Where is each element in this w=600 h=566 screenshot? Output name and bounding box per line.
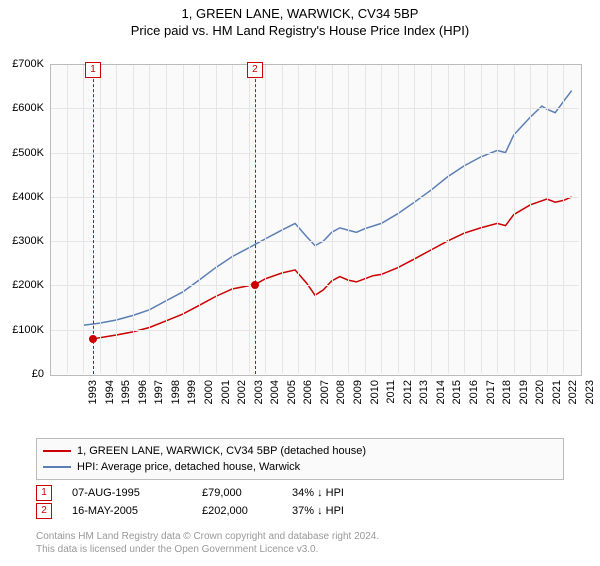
- legend-label: 1, GREEN LANE, WARWICK, CV34 5BP (detach…: [77, 445, 366, 457]
- footnote: Contains HM Land Registry data © Crown c…: [36, 530, 379, 556]
- sale-price: £79,000: [202, 487, 292, 499]
- y-tick-label: £100K: [0, 324, 44, 336]
- x-tick-label: 2014: [435, 380, 447, 420]
- x-tick-label: 2004: [269, 380, 281, 420]
- x-tick-label: 1999: [186, 380, 198, 420]
- x-tick-label: 1998: [170, 380, 182, 420]
- legend-item: 1, GREEN LANE, WARWICK, CV34 5BP (detach…: [43, 443, 557, 459]
- x-tick-label: 2007: [319, 380, 331, 420]
- legend: 1, GREEN LANE, WARWICK, CV34 5BP (detach…: [36, 438, 564, 480]
- x-tick-label: 2002: [236, 380, 248, 420]
- x-tick-label: 2005: [286, 380, 298, 420]
- sale-marker: 2: [247, 62, 263, 78]
- legend-item: HPI: Average price, detached house, Warw…: [43, 459, 557, 475]
- x-tick-label: 2020: [534, 380, 546, 420]
- x-tick-label: 2009: [352, 380, 364, 420]
- x-tick-label: 1997: [153, 380, 165, 420]
- x-tick-label: 1994: [104, 380, 116, 420]
- y-tick-label: £400K: [0, 191, 44, 203]
- x-tick-label: 2001: [220, 380, 232, 420]
- chart-lines: [0, 54, 600, 434]
- sale-hpi-delta: 34% ↓ HPI: [292, 487, 422, 499]
- x-tick-label: 2021: [551, 380, 563, 420]
- y-tick-label: £500K: [0, 147, 44, 159]
- legend-swatch: [43, 466, 71, 468]
- x-tick-label: 2012: [402, 380, 414, 420]
- sale-date: 07-AUG-1995: [72, 487, 202, 499]
- x-tick-label: 2008: [335, 380, 347, 420]
- sale-hpi-delta: 37% ↓ HPI: [292, 505, 422, 517]
- x-tick-label: 2016: [468, 380, 480, 420]
- footnote-line1: Contains HM Land Registry data © Crown c…: [36, 530, 379, 543]
- x-tick-label: 1995: [120, 380, 132, 420]
- sale-row-marker: 1: [36, 485, 52, 501]
- sale-date: 16-MAY-2005: [72, 505, 202, 517]
- x-tick-label: 2018: [501, 380, 513, 420]
- x-tick-label: 1993: [87, 380, 99, 420]
- x-tick-label: 2017: [485, 380, 497, 420]
- x-tick-label: 2013: [418, 380, 430, 420]
- y-tick-label: £600K: [0, 102, 44, 114]
- x-tick-label: 1996: [137, 380, 149, 420]
- y-tick-label: £300K: [0, 235, 44, 247]
- sale-dot: [251, 281, 259, 289]
- sale-row: 1 07-AUG-1995£79,00034% ↓ HPI: [36, 484, 422, 502]
- sale-marker: 1: [85, 62, 101, 78]
- x-tick-label: 2023: [584, 380, 596, 420]
- sale-price: £202,000: [202, 505, 292, 517]
- footnote-line2: This data is licensed under the Open Gov…: [36, 543, 379, 556]
- legend-swatch: [43, 450, 71, 452]
- x-tick-label: 2011: [385, 380, 397, 420]
- x-tick-label: 2022: [567, 380, 579, 420]
- chart-subtitle: Price paid vs. HM Land Registry's House …: [0, 23, 600, 38]
- legend-label: HPI: Average price, detached house, Warw…: [77, 461, 300, 473]
- y-tick-label: £700K: [0, 58, 44, 70]
- y-tick-label: £200K: [0, 279, 44, 291]
- x-tick-label: 2003: [253, 380, 265, 420]
- sale-row-marker: 2: [36, 503, 52, 519]
- chart-area: £0 £100K £200K £300K £400K £500K £600K £700K 199…: [0, 54, 600, 434]
- series-hpi: [83, 91, 572, 326]
- x-tick-label: 2006: [302, 380, 314, 420]
- x-tick-label: 2010: [369, 380, 381, 420]
- sale-dot: [89, 335, 97, 343]
- sale-row: 2 16-MAY-2005£202,00037% ↓ HPI: [36, 502, 422, 520]
- chart-title: 1, GREEN LANE, WARWICK, CV34 5BP: [0, 6, 600, 21]
- x-tick-label: 2015: [451, 380, 463, 420]
- sales-table: 1 07-AUG-1995£79,00034% ↓ HPI 2 16-MAY-2005…: [36, 484, 422, 520]
- y-tick-label: £0: [0, 368, 44, 380]
- x-tick-label: 2019: [518, 380, 530, 420]
- x-tick-label: 2000: [203, 380, 215, 420]
